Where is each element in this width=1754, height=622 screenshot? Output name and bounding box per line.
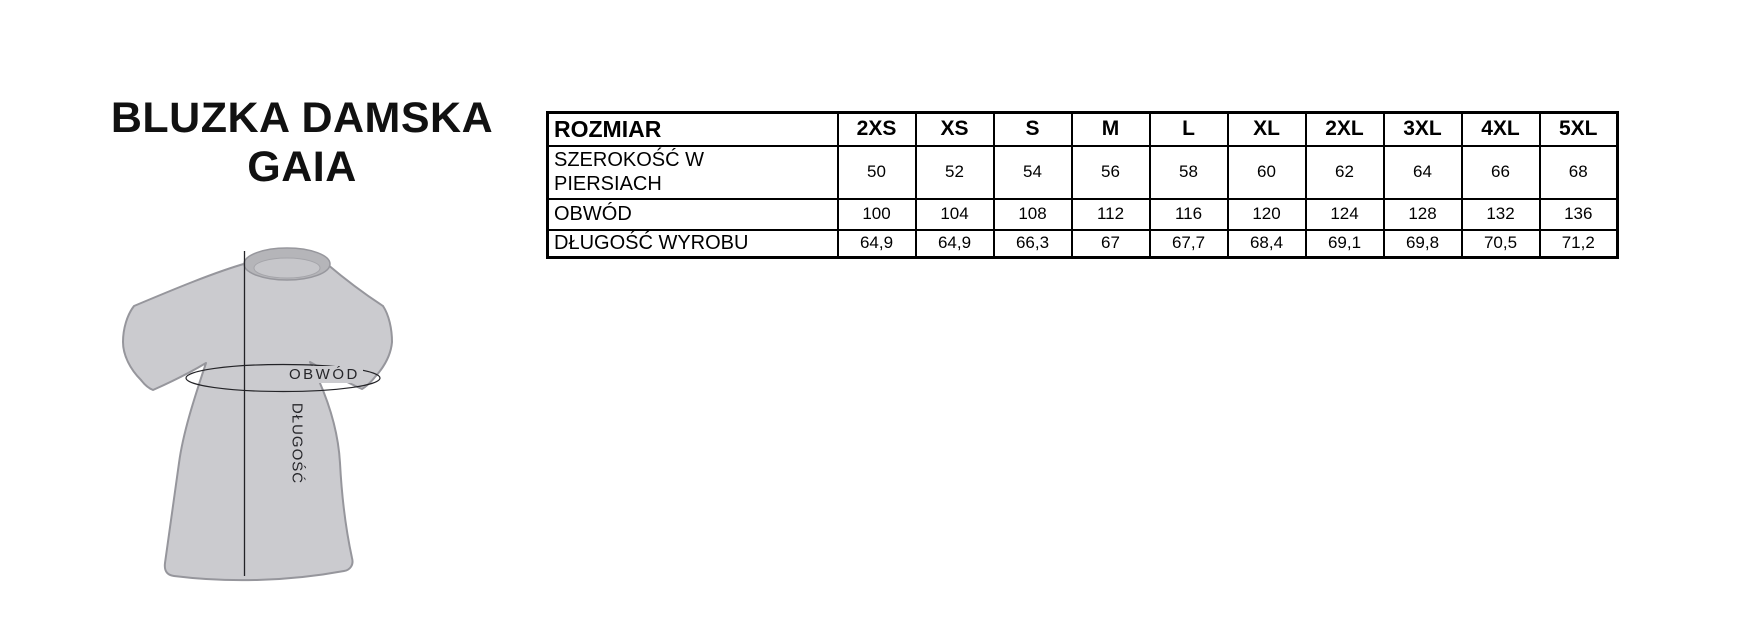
tshirt-body-shape	[122, 262, 393, 582]
value-cell-obwod-3XL: 128	[1382, 197, 1463, 231]
value-cell-dlugosc-M: 67	[1070, 228, 1151, 259]
size-table: ROZMIAR 2XS XS S M L XL 2XL 3XL 4XL 5XL SZEROKOŚĆ…	[546, 111, 1619, 259]
value-cell-obwod-S: 108	[992, 197, 1073, 231]
row-label-text: OBWÓD	[554, 203, 632, 225]
value-cell-dlugosc-2XL: 69,1	[1304, 228, 1385, 259]
value-cell-obwod-XS: 104	[914, 197, 995, 231]
product-title: BLUZKA DAMSKA GAIA	[82, 94, 522, 192]
value-cell-obwod-2XS: 100	[836, 197, 917, 231]
size-header-3XL: 3XL	[1382, 111, 1463, 147]
value-cell-obwod-M: 112	[1070, 197, 1151, 231]
size-header-2XL: 2XL	[1304, 111, 1385, 147]
value-cell-obwod-4XL: 132	[1460, 197, 1541, 231]
value-cell-dlugosc-XL: 68,4	[1226, 228, 1307, 259]
row-label-dlugosc: DŁUGOŚĆ WYROBU	[546, 228, 839, 259]
tshirt-collar-inner	[253, 257, 321, 279]
length-label: DŁUGOŚĆ	[288, 402, 306, 485]
row-label-text: SZEROKOŚĆ W PIERSIACH	[554, 149, 705, 195]
value-cell-szerokosc-S: 54	[992, 144, 1073, 200]
row-label-szerokosc: SZEROKOŚĆ W PIERSIACH	[546, 144, 839, 200]
size-table-corner-label: ROZMIAR	[546, 111, 839, 147]
value-cell-szerokosc-4XL: 66	[1460, 144, 1541, 200]
product-title-line2: GAIA	[247, 143, 357, 191]
table-row-dlugosc: DŁUGOŚĆ WYROBU 64,9 64,9 66,3 67 67,7 68,4 69,1…	[546, 228, 1619, 259]
size-header-XS: XS	[914, 111, 995, 147]
value-cell-szerokosc-2XS: 50	[836, 144, 917, 200]
value-cell-dlugosc-S: 66,3	[992, 228, 1073, 259]
value-cell-obwod-5XL: 136	[1538, 197, 1619, 231]
value-cell-dlugosc-XS: 64,9	[914, 228, 995, 259]
value-cell-obwod-L: 116	[1148, 197, 1229, 231]
value-cell-szerokosc-L: 58	[1148, 144, 1229, 200]
value-cell-szerokosc-M: 56	[1070, 144, 1151, 200]
value-cell-szerokosc-2XL: 62	[1304, 144, 1385, 200]
value-cell-szerokosc-3XL: 64	[1382, 144, 1463, 200]
size-header-5XL: 5XL	[1538, 111, 1619, 147]
table-row-obwod: OBWÓD 100 104 108 112 116 120 124 128 132 136	[546, 197, 1619, 231]
size-header-L: L	[1148, 111, 1229, 147]
size-header-M: M	[1070, 111, 1151, 147]
row-label-obwod: OBWÓD	[546, 197, 839, 231]
value-cell-dlugosc-4XL: 70,5	[1460, 228, 1541, 259]
value-cell-szerokosc-XS: 52	[914, 144, 995, 200]
product-title-line1: BLUZKA DAMSKA	[110, 94, 494, 142]
value-cell-szerokosc-5XL: 68	[1538, 144, 1619, 200]
value-cell-obwod-XL: 120	[1226, 197, 1307, 231]
value-cell-szerokosc-XL: 60	[1226, 144, 1307, 200]
row-label-text: DŁUGOŚĆ WYROBU	[554, 232, 749, 255]
value-cell-dlugosc-2XS: 64,9	[836, 228, 917, 259]
value-cell-obwod-2XL: 124	[1304, 197, 1385, 231]
tshirt-illustration	[122, 247, 393, 582]
size-table-body: SZEROKOŚĆ W PIERSIACH 50 52 54 56 58 60 62 64 66 6…	[546, 144, 1619, 259]
size-header-XL: XL	[1226, 111, 1307, 147]
value-cell-dlugosc-L: 67,7	[1148, 228, 1229, 259]
size-table-header-row: ROZMIAR 2XS XS S M L XL 2XL 3XL 4XL 5XL	[546, 111, 1619, 147]
size-header-2XS: 2XS	[836, 111, 917, 147]
value-cell-dlugosc-5XL: 71,2	[1538, 228, 1619, 259]
table-row-szerokosc: SZEROKOŚĆ W PIERSIACH 50 52 54 56 58 60 62 64 66 6…	[546, 144, 1619, 200]
tshirt-measurement-diagram: OBWÓD DŁUGOŚĆ	[110, 243, 402, 588]
value-cell-dlugosc-3XL: 69,8	[1382, 228, 1463, 259]
size-header-S: S	[992, 111, 1073, 147]
size-header-4XL: 4XL	[1460, 111, 1541, 147]
girth-label: OBWÓD	[286, 366, 363, 383]
girth-measure-ellipse	[185, 363, 381, 393]
